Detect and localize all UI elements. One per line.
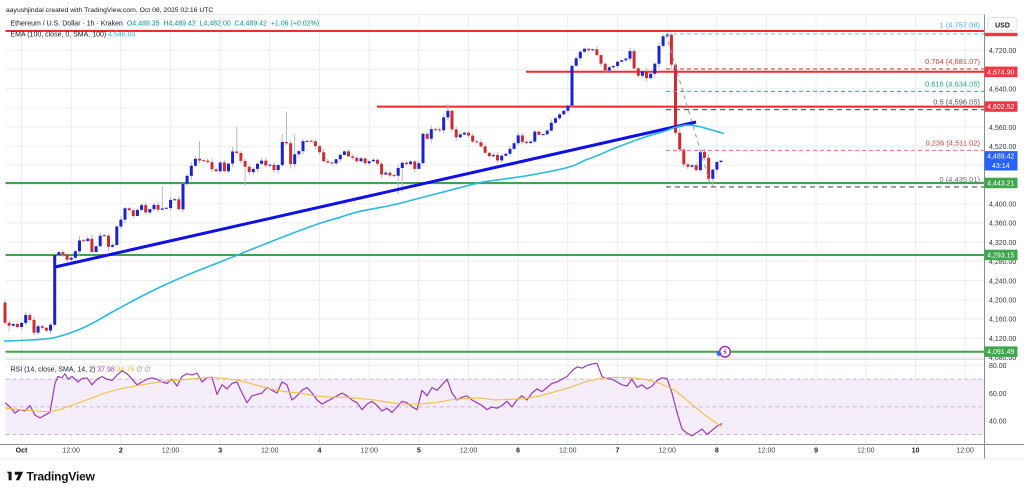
svg-text:12:00: 12:00 [857, 448, 875, 455]
svg-text:0.764 (4,681.07): 0.764 (4,681.07) [925, 57, 981, 66]
svg-text:2: 2 [119, 448, 123, 455]
svg-text:4,200.00: 4,200.00 [989, 297, 1016, 304]
svg-text:80.00: 80.00 [989, 363, 1007, 370]
svg-text:4: 4 [318, 448, 322, 455]
svg-text:4,443.21: 4,443.21 [987, 181, 1014, 188]
svg-text:12:00: 12:00 [360, 448, 378, 455]
svg-text:4,489.42: 4,489.42 [987, 154, 1014, 161]
svg-text:12:00: 12:00 [261, 448, 279, 455]
svg-text:12:00: 12:00 [956, 448, 974, 455]
svg-text:0.5 (4,596.05): 0.5 (4,596.05) [933, 98, 980, 107]
svg-text:4,320.00: 4,320.00 [989, 240, 1016, 247]
svg-text:12:00: 12:00 [658, 448, 676, 455]
svg-text:5: 5 [417, 448, 421, 455]
svg-text:0 (4,435.01): 0 (4,435.01) [940, 175, 981, 184]
svg-text:4,520.00: 4,520.00 [989, 144, 1016, 151]
svg-text:4,560.00: 4,560.00 [989, 125, 1016, 132]
svg-text:aayushjindal created with Trad: aayushjindal created with TradingView.co… [6, 7, 213, 14]
svg-text:4,293.15: 4,293.15 [987, 253, 1014, 260]
svg-text:4,360.00: 4,360.00 [989, 221, 1016, 228]
svg-text:12:00: 12:00 [162, 448, 180, 455]
svg-text:TradingView: TradingView [27, 470, 96, 484]
svg-text:USD: USD [995, 23, 1010, 30]
svg-text:4,240.00: 4,240.00 [989, 278, 1016, 285]
svg-text:EMA (100, close, 0, SMA, 100): EMA (100, close, 0, SMA, 100) 4,546.04 [11, 32, 136, 39]
svg-text:12:00: 12:00 [460, 448, 478, 455]
svg-text:1 (4,757.08): 1 (4,757.08) [940, 21, 981, 30]
svg-text:7: 7 [616, 448, 620, 455]
svg-text:43:14: 43:14 [992, 163, 1010, 170]
svg-text:4,091.49: 4,091.49 [987, 349, 1014, 356]
svg-text:12:00: 12:00 [559, 448, 577, 455]
svg-text:8: 8 [715, 448, 719, 455]
svg-text:6: 6 [516, 448, 520, 455]
svg-text:0.618 (4,634.05): 0.618 (4,634.05) [925, 79, 981, 88]
svg-text:RSI (14, close, SMA, 14, 2) 37: RSI (14, close, SMA, 14, 2) 37.98 34.76 … [11, 367, 151, 374]
svg-text:4,602.52: 4,602.52 [987, 104, 1014, 111]
svg-text:10: 10 [912, 448, 920, 455]
svg-text:4,400.00: 4,400.00 [989, 202, 1016, 209]
svg-text:60.00: 60.00 [989, 391, 1007, 398]
svg-text:0.236 (4,511.02): 0.236 (4,511.02) [926, 138, 981, 147]
svg-text:4,080.00: 4,080.00 [989, 355, 1016, 362]
svg-text:4,280.00: 4,280.00 [989, 259, 1016, 266]
svg-text:4,120.00: 4,120.00 [989, 336, 1016, 343]
svg-text:4,640.00: 4,640.00 [989, 86, 1016, 93]
svg-text:Oct: Oct [16, 448, 28, 455]
svg-text:40.00: 40.00 [989, 419, 1007, 426]
svg-text:3: 3 [218, 448, 222, 455]
svg-text:4,160.00: 4,160.00 [989, 317, 1016, 324]
svg-text:Ethereum / U.S. Dollar · 1h ·: Ethereum / U.S. Dollar · 1h · Kraken O4,… [11, 21, 320, 28]
svg-text:12:00: 12:00 [62, 448, 80, 455]
svg-text:12:00: 12:00 [758, 448, 776, 455]
svg-text:4,674.90: 4,674.90 [987, 69, 1014, 76]
svg-text:4,720.00: 4,720.00 [989, 48, 1016, 55]
svg-text:9: 9 [814, 448, 818, 455]
